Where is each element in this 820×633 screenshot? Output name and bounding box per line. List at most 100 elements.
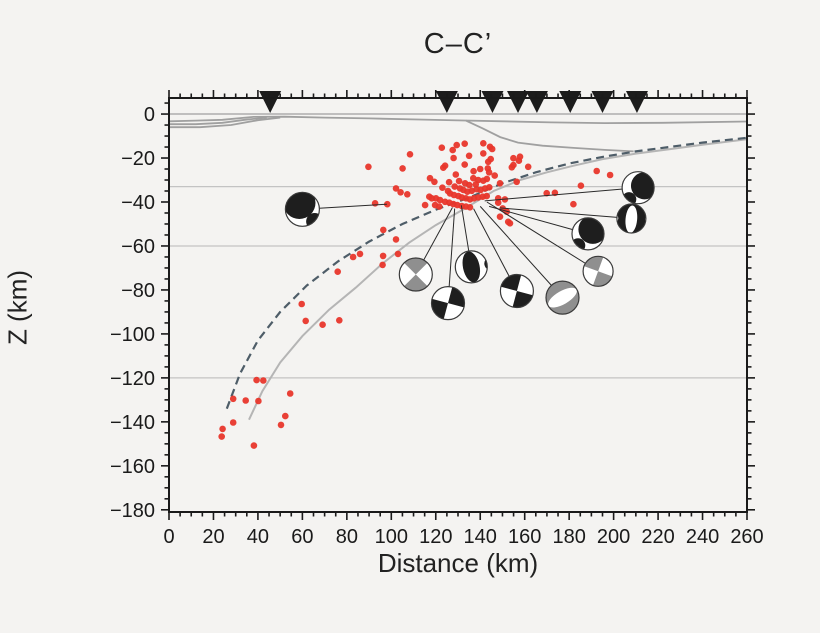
earthquake-dot — [436, 196, 444, 204]
tick-label: −100 — [110, 324, 155, 346]
earthquake-dot — [242, 397, 249, 404]
tick-label: 260 — [730, 526, 763, 548]
axis-ticks — [161, 90, 755, 520]
focal-mechanism-ball — [398, 257, 433, 292]
earthquake-dot — [513, 178, 520, 186]
tick-label: −80 — [121, 280, 155, 302]
earthquake-dot — [455, 177, 463, 185]
earthquake-dot — [421, 201, 429, 209]
earthquake-dot — [485, 169, 493, 176]
earthquake-dot — [451, 183, 459, 190]
earthquake-dot — [524, 163, 532, 171]
station-triangle — [507, 91, 530, 113]
earthquake-dot — [491, 172, 499, 179]
earthquake-dot — [504, 218, 512, 226]
surface-lines — [169, 115, 747, 153]
surface-line — [169, 116, 267, 126]
earthquake-dot — [365, 163, 372, 171]
leader-line — [479, 206, 563, 298]
focal-mechanism-ball — [284, 191, 320, 227]
earthquake-dot — [470, 167, 477, 175]
earthquake-dot — [510, 154, 517, 162]
tick-label: 240 — [686, 526, 719, 548]
earthquake-dot — [404, 191, 411, 198]
ball-quadrant — [404, 274, 428, 291]
earthquake-dot — [426, 174, 434, 182]
earthquake-dot — [379, 261, 386, 269]
axis-tick-labels: 0 20 40 60 80 100 120 140 160 180 200 220 240 260 0 −20… — [110, 104, 764, 548]
tick-label: −140 — [110, 412, 155, 434]
tick-label: 220 — [641, 526, 674, 548]
tick-label: 0 — [144, 104, 155, 126]
tick-label: 140 — [464, 526, 497, 548]
tick-label: 100 — [375, 526, 408, 548]
tick-label: 20 — [202, 526, 224, 548]
earthquake-dot — [397, 189, 404, 196]
earthquake-dot — [461, 161, 469, 168]
tick-label: −40 — [121, 192, 155, 214]
focal-mechanisms — [284, 171, 657, 321]
earthquake-dot — [606, 171, 614, 179]
station-triangle — [591, 91, 614, 113]
ball-outline — [284, 191, 320, 227]
earthquake-dot — [438, 144, 446, 151]
earthquake-dot — [472, 181, 480, 188]
earthquake-dot — [444, 187, 452, 195]
chart-title: C–C’ — [423, 28, 493, 60]
earthquake-dot — [439, 184, 446, 191]
earthquake-dot — [260, 377, 267, 384]
tick-label: 40 — [247, 526, 269, 548]
focal-mechanism-ball — [454, 250, 491, 284]
earthquake-dot — [406, 151, 414, 158]
focal-mechanism-ball — [499, 273, 535, 309]
focal-mechanism-ball — [430, 286, 466, 321]
earthquake-dot — [496, 213, 504, 220]
earthquake-dot — [392, 185, 400, 192]
ball-quadrant — [404, 258, 428, 275]
ball-outline — [430, 286, 466, 321]
ball-outline — [499, 273, 535, 309]
earthquake-dot — [349, 253, 357, 261]
earthquake-dot — [428, 195, 436, 202]
earthquake-dot — [334, 268, 342, 276]
ball-outline — [616, 203, 647, 234]
earthquake-dot — [336, 317, 343, 324]
ball-outline — [545, 280, 580, 315]
earthquake-dot — [449, 146, 457, 154]
focal-mechanism-ball — [621, 171, 657, 207]
tick-label: −160 — [110, 456, 155, 478]
earthquake-dot — [298, 300, 306, 308]
earthquake-dot — [476, 165, 484, 173]
earthquake-dot — [516, 153, 524, 160]
earthquake-dot — [380, 226, 387, 234]
earthquake-dot — [282, 412, 289, 420]
earthquake-dot — [319, 321, 326, 329]
earthquake-dot — [253, 376, 260, 384]
station-triangle — [525, 91, 548, 113]
earthquake-dot — [277, 421, 285, 429]
earthquake-dot — [488, 145, 496, 153]
surface-line — [169, 116, 281, 129]
earthquake-dot — [466, 181, 473, 189]
ball-outline — [621, 171, 655, 205]
ball-outline — [571, 217, 605, 251]
ball-lens — [462, 251, 481, 283]
ball-outline — [398, 257, 433, 292]
earthquake-dot — [480, 140, 487, 147]
leader-line — [486, 201, 599, 272]
earthquake-dot — [250, 442, 258, 449]
earthquake-dot — [466, 204, 474, 211]
x-axis-label: Distance (km) — [377, 548, 539, 578]
earthquake-hypocenters — [218, 140, 614, 449]
surface-line — [465, 119, 634, 153]
earthquake-dot — [255, 397, 262, 405]
leader-line — [488, 205, 589, 235]
earthquake-dot — [452, 171, 460, 178]
earthquake-dot — [450, 154, 457, 162]
earthquake-dot — [286, 390, 294, 397]
tick-label: 180 — [552, 526, 585, 548]
surface-line — [169, 115, 747, 125]
earthquake-dot — [436, 203, 443, 210]
focal-mechanism-ball — [615, 203, 648, 234]
earthquake-dot — [486, 184, 493, 191]
